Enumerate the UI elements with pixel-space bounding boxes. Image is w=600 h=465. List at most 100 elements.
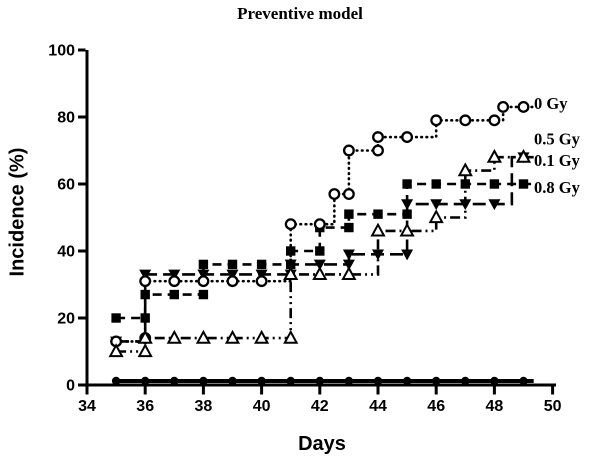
marker-open-triangle-up [137,329,153,344]
marker-filled-triangle-down [488,199,501,211]
marker-filled-square [198,259,209,270]
marker-filled-triangle-down [197,269,210,281]
marker-filled-square [169,289,179,300]
marker-open-circle [313,218,326,231]
marker-filled-triangle-down [255,269,268,281]
marker-open-triangle-up [283,266,299,281]
marker-filled-circle [286,376,295,386]
marker-open-circle [497,100,510,113]
marker-filled-circle [141,376,150,386]
marker-filled-circle [373,376,383,386]
marker-open-circle [342,144,355,157]
marker-open-triangle-up [166,329,182,344]
legend-label-0-5-gy: 0.5 Gy [534,129,581,148]
marker-open-circle [284,218,297,231]
marker-open-triangle-up [224,329,241,344]
marker-open-triangle-up [428,209,444,224]
x-tick-label: 38 [195,398,213,415]
marker-open-circle [488,114,501,127]
x-tick-label: 42 [311,398,329,415]
marker-open-circle [430,114,443,127]
marker-filled-triangle-down [459,199,472,211]
marker-filled-square [460,179,470,189]
marker-filled-square [402,209,412,219]
marker-filled-triangle-down [401,199,414,211]
marker-filled-triangle-down [168,269,181,281]
x-tick-label: 46 [427,398,445,415]
marker-filled-triangle-down [372,249,384,261]
marker-filled-circle [257,376,266,386]
marker-filled-circle [111,376,121,386]
x-tick-label: 40 [253,398,271,415]
marker-filled-square [227,259,238,270]
x-tick-label: 34 [78,398,96,415]
marker-open-circle [139,275,152,288]
marker-open-circle [459,114,472,127]
x-tick-label: 44 [369,398,387,415]
marker-open-triangle-up [515,148,532,163]
marker-filled-square [140,313,150,323]
legend-label-0-gy: 0 Gy [534,94,568,113]
y-tick-label: 60 [57,177,75,194]
marker-filled-circle [402,376,412,386]
marker-filled-circle [519,376,528,386]
marker-filled-square [286,246,296,256]
x-axis-label: Days [298,433,346,455]
marker-open-circle [372,131,384,144]
x-tick-label: 50 [544,398,562,415]
marker-filled-circle [344,376,354,386]
marker-open-triangle-up [341,266,357,281]
marker-filled-square [344,222,354,233]
marker-open-triangle-up [254,329,270,344]
y-tick-label: 40 [57,244,75,261]
marker-open-triangle-up [457,162,473,177]
marker-filled-triangle-down [430,199,443,211]
chart-title: Preventive model [237,4,363,23]
marker-open-circle [328,188,341,201]
marker-open-circle [342,188,355,201]
marker-filled-triangle-down [342,249,355,261]
marker-filled-triangle-down [313,259,326,271]
marker-open-circle [197,275,210,288]
marker-open-triangle-up [195,329,211,344]
marker-filled-square [518,179,529,189]
marker-open-circle [517,100,530,113]
marker-filled-triangle-down [284,259,297,271]
marker-open-circle [372,144,384,157]
marker-filled-circle [432,376,441,386]
y-tick-label: 20 [57,311,75,328]
series-line-0-gy [114,105,535,343]
marker-filled-circle [199,376,208,386]
marker-filled-square [140,289,150,300]
y-tick-label: 100 [48,43,75,60]
marker-open-triangle-up [283,329,299,344]
marker-open-circle [401,131,414,144]
marker-open-triangle-up [370,222,386,237]
marker-filled-triangle-down [226,269,239,281]
legend-label-0-8-gy: 0.8 Gy [534,178,581,197]
y-tick-label: 0 [66,378,75,395]
series-line-0-1-gy [116,155,534,353]
marker-filled-square [315,246,325,256]
marker-open-circle [168,275,181,288]
legend-label-0-1-gy: 0.1 Gy [534,151,581,170]
marker-open-triangle-up [137,343,153,358]
marker-filled-circle [490,376,499,386]
marker-filled-square [198,289,209,300]
marker-filled-square [373,209,383,219]
marker-open-triangle-up [399,222,415,237]
marker-open-circle [226,275,239,288]
marker-filled-square [344,209,354,219]
marker-filled-triangle-down [401,249,414,261]
marker-filled-square [489,179,500,189]
marker-open-circle [255,275,268,288]
marker-open-triangle-up [312,266,328,281]
marker-open-triangle-up [108,343,124,358]
marker-filled-square [256,259,267,270]
marker-filled-circle [228,376,237,386]
marker-open-triangle-up [486,148,502,163]
marker-filled-square [431,179,441,189]
x-tick-label: 36 [136,398,154,415]
